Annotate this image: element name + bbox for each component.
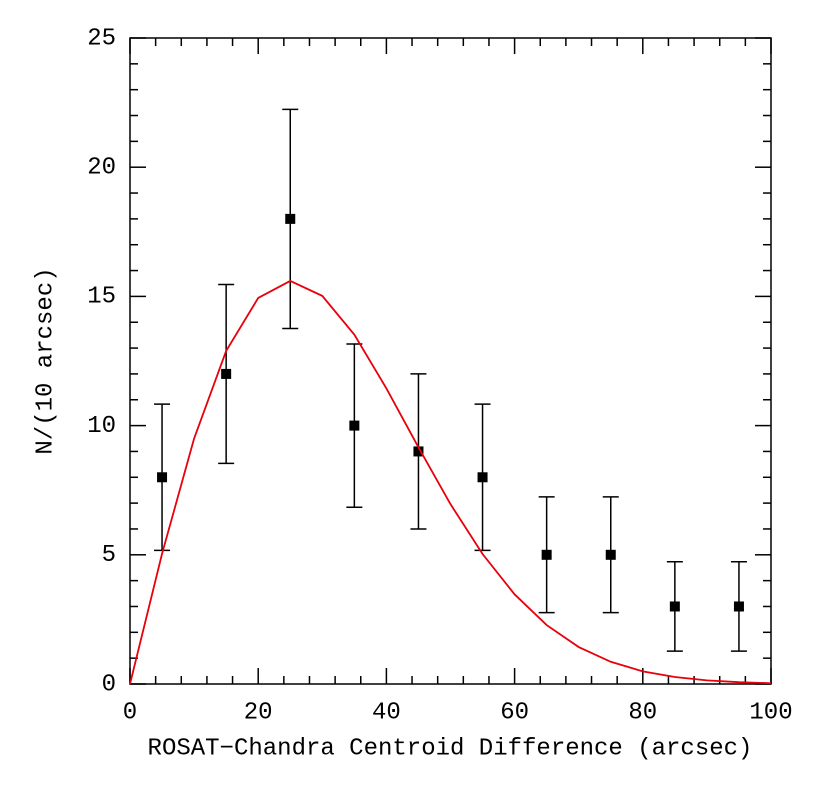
data-point: [669, 601, 680, 612]
x-tick-label: 40: [372, 699, 401, 726]
data-point: [285, 213, 296, 224]
x-tick-label: 20: [244, 699, 273, 726]
plot-frame: [129, 37, 772, 685]
x-tick-label: 0: [123, 699, 137, 726]
x-axis-label: ROSAT−Chandra Centroid Difference (arcse…: [148, 735, 753, 762]
data-point: [605, 549, 616, 560]
y-tick-label: 20: [87, 155, 116, 182]
y-tick-label: 0: [102, 671, 116, 698]
data-point: [541, 549, 552, 560]
y-tick-label: 25: [87, 25, 116, 52]
y-tick-label: 15: [87, 284, 116, 311]
data-point: [157, 472, 168, 483]
data-point: [413, 446, 424, 457]
x-tick-label: 60: [500, 699, 529, 726]
data-point: [477, 472, 488, 483]
data-point: [221, 368, 232, 379]
data-point: [733, 601, 744, 612]
data-point: [349, 420, 360, 431]
model-curve: [129, 279, 772, 685]
y-tick-label: 10: [87, 413, 116, 440]
x-tick-label: 80: [628, 699, 657, 726]
y-tick-label: 5: [102, 542, 116, 569]
y-axis-label: N/(10 arcsec): [32, 267, 59, 454]
x-tick-label: 100: [749, 699, 792, 726]
